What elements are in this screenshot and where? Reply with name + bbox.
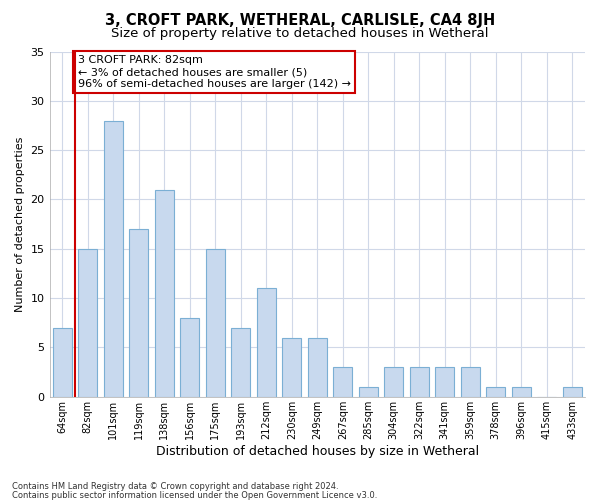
Bar: [257, 288, 276, 397]
Text: 3 CROFT PARK: 82sqm
← 3% of detached houses are smaller (5)
96% of semi-detached: 3 CROFT PARK: 82sqm ← 3% of detached hou…: [77, 56, 350, 88]
Bar: [104, 120, 123, 397]
Bar: [78, 249, 97, 397]
Bar: [180, 318, 199, 397]
Bar: [461, 367, 480, 397]
Text: Size of property relative to detached houses in Wetheral: Size of property relative to detached ho…: [111, 28, 489, 40]
Bar: [486, 387, 505, 397]
Bar: [384, 367, 403, 397]
Bar: [155, 190, 174, 397]
Bar: [333, 367, 352, 397]
Bar: [129, 229, 148, 397]
Bar: [282, 338, 301, 397]
Bar: [206, 249, 225, 397]
Bar: [359, 387, 378, 397]
Bar: [512, 387, 531, 397]
Text: Contains HM Land Registry data © Crown copyright and database right 2024.: Contains HM Land Registry data © Crown c…: [12, 482, 338, 491]
Bar: [410, 367, 429, 397]
Bar: [53, 328, 72, 397]
Bar: [231, 328, 250, 397]
X-axis label: Distribution of detached houses by size in Wetheral: Distribution of detached houses by size …: [156, 444, 479, 458]
Bar: [308, 338, 327, 397]
Bar: [563, 387, 582, 397]
Text: 3, CROFT PARK, WETHERAL, CARLISLE, CA4 8JH: 3, CROFT PARK, WETHERAL, CARLISLE, CA4 8…: [105, 12, 495, 28]
Bar: [435, 367, 454, 397]
Text: Contains public sector information licensed under the Open Government Licence v3: Contains public sector information licen…: [12, 490, 377, 500]
Y-axis label: Number of detached properties: Number of detached properties: [15, 136, 25, 312]
